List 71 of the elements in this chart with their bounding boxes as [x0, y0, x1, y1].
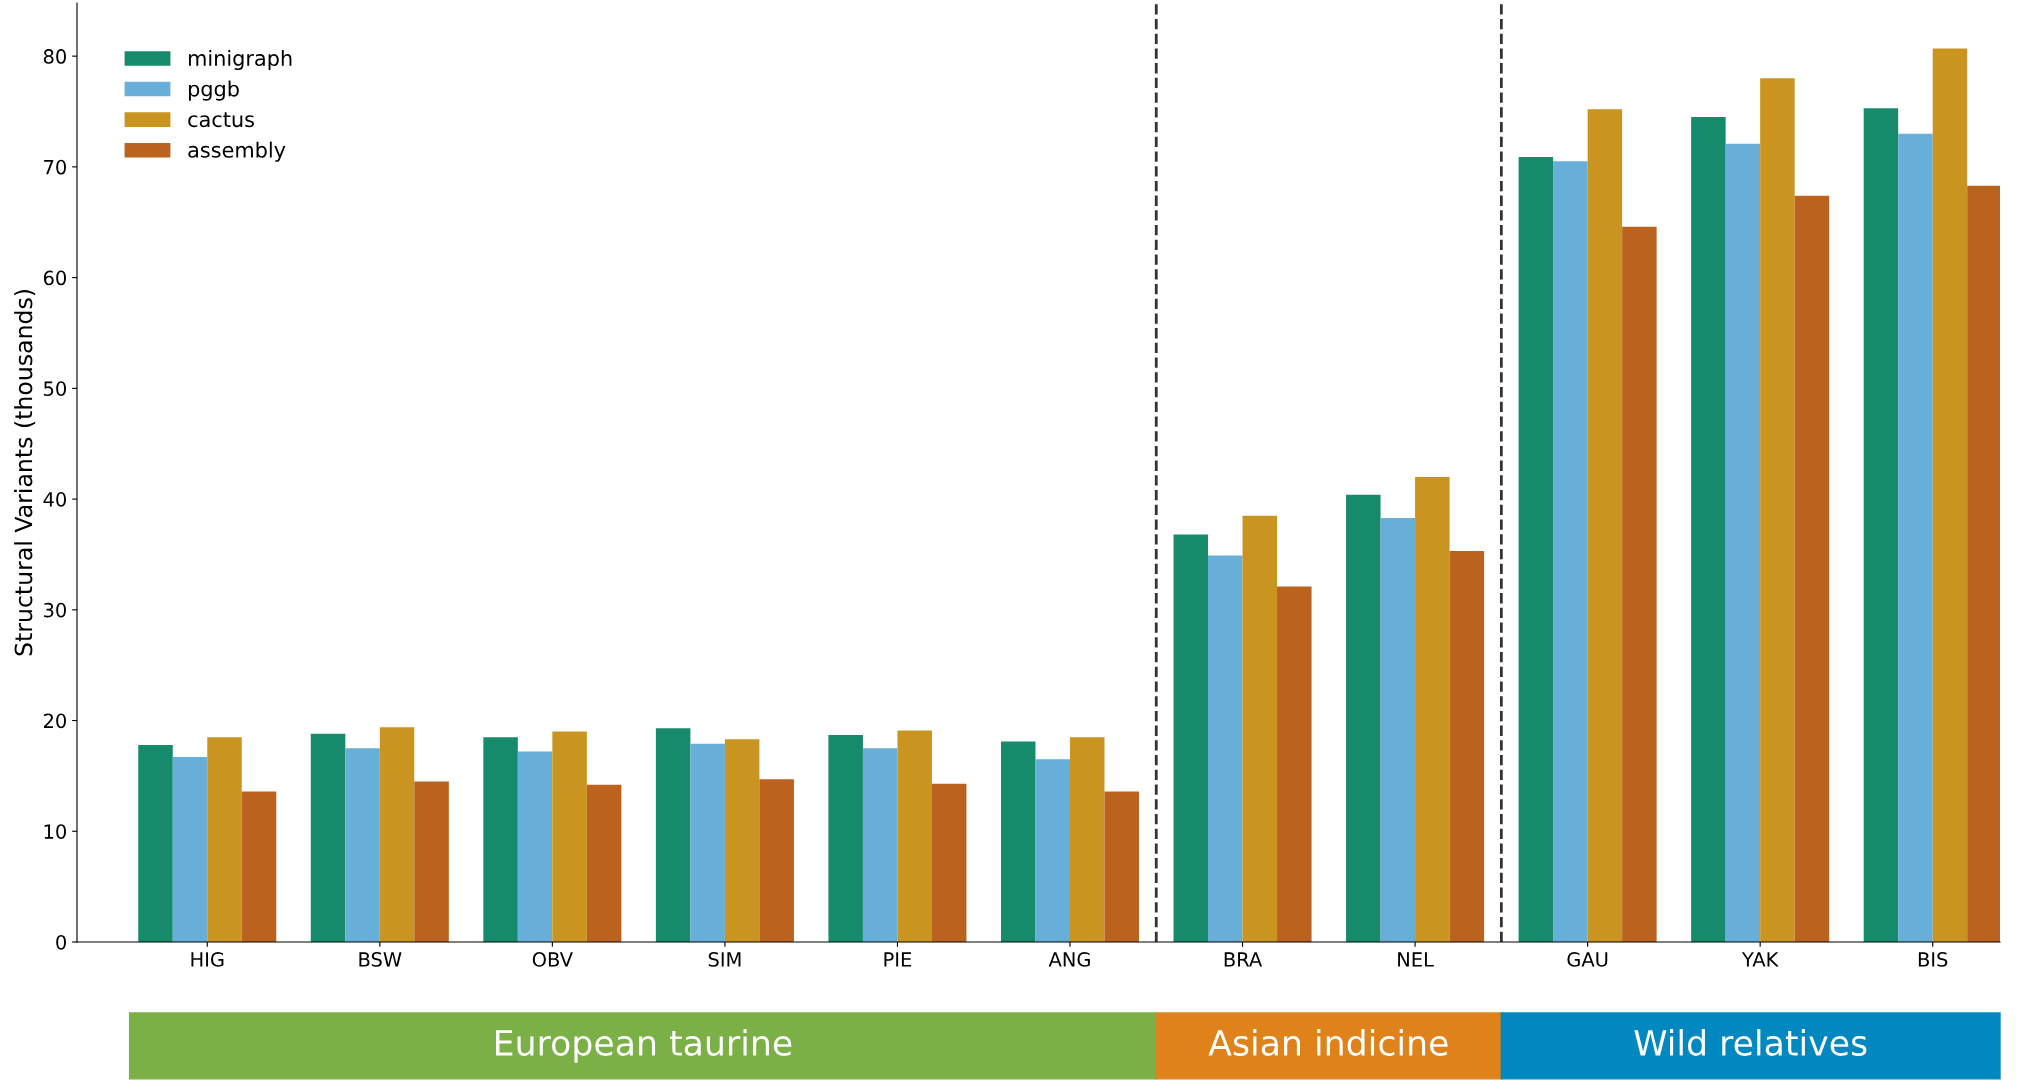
x-tick-label: BIS: [1918, 952, 1948, 967]
bar: [1553, 161, 1588, 942]
bar: [1069, 737, 1105, 942]
bar: [241, 791, 277, 942]
bar: [1346, 494, 1381, 942]
bar: [552, 731, 587, 942]
x-tick-label: ANG: [1048, 952, 1090, 967]
x-tick-label: HIG: [191, 952, 224, 967]
y-tick-label: 20: [43, 713, 66, 729]
y-tick-label: 60: [43, 270, 66, 286]
bar: [1449, 551, 1485, 942]
bar: [828, 734, 863, 942]
y-tick-label: 80: [43, 49, 66, 64]
bar: [379, 727, 415, 942]
x-tick-label: BRA: [1224, 952, 1263, 967]
legend-label: pggb: [188, 80, 239, 101]
text: European taurine: [496, 1029, 792, 1063]
y-tick-label: 30: [44, 602, 66, 618]
bar: [1587, 109, 1623, 942]
bar: [1208, 555, 1243, 942]
y-tick-label: 10: [44, 824, 66, 839]
y-tick-label: 70: [44, 159, 66, 175]
bar: [1622, 226, 1657, 942]
bar: [1725, 143, 1761, 942]
bar: [1173, 534, 1209, 942]
bar: [1277, 586, 1312, 942]
bar: [1415, 476, 1450, 942]
bar: [1000, 741, 1036, 942]
y-tick-label: 40: [43, 492, 66, 507]
bar: [517, 751, 553, 942]
bar: [138, 744, 173, 942]
bar: [1035, 759, 1070, 942]
bar: [724, 739, 760, 942]
bar: [1518, 156, 1554, 942]
bar: [1380, 517, 1416, 942]
bar: [1932, 48, 1968, 942]
bar: [1760, 78, 1795, 942]
bar: [586, 784, 622, 942]
bar: [414, 781, 449, 942]
bar: [1104, 791, 1140, 942]
bar: [931, 783, 967, 942]
bar: [759, 779, 794, 942]
x-tick-label: NEL: [1398, 952, 1434, 967]
bar: [1898, 133, 1933, 942]
bar: [1794, 195, 1830, 942]
bar: [1242, 515, 1278, 942]
x-tick-label: YAK: [1741, 952, 1779, 967]
bar: [1691, 117, 1726, 942]
x-tick-label: PIE: [884, 952, 912, 967]
y-tick-label: 50: [44, 381, 66, 397]
x-tick-label: SIM: [708, 952, 741, 967]
x-tick-label: OBV: [532, 952, 573, 967]
text: Wild relatives: [1634, 1029, 1867, 1056]
bar: [897, 730, 932, 942]
bar: [345, 748, 380, 942]
bar: [310, 733, 346, 942]
bar: [207, 737, 242, 942]
legend-label: minigraph: [188, 49, 292, 71]
legend-label: assembly: [188, 141, 286, 162]
bar: [483, 737, 518, 942]
bar: [655, 728, 691, 942]
text: Asian indicine: [1208, 1029, 1448, 1056]
bar: [172, 757, 208, 942]
bar: [1863, 108, 1899, 942]
legend-label: cactus: [188, 112, 254, 128]
x-tick-label: GAU: [1567, 952, 1608, 967]
bar: [862, 748, 898, 942]
x-tick-label: BSW: [359, 952, 402, 967]
bar: [690, 743, 725, 942]
y-tick-label: 0: [56, 934, 66, 950]
y-axis-title: Structural Variants (thousands): [14, 290, 36, 656]
